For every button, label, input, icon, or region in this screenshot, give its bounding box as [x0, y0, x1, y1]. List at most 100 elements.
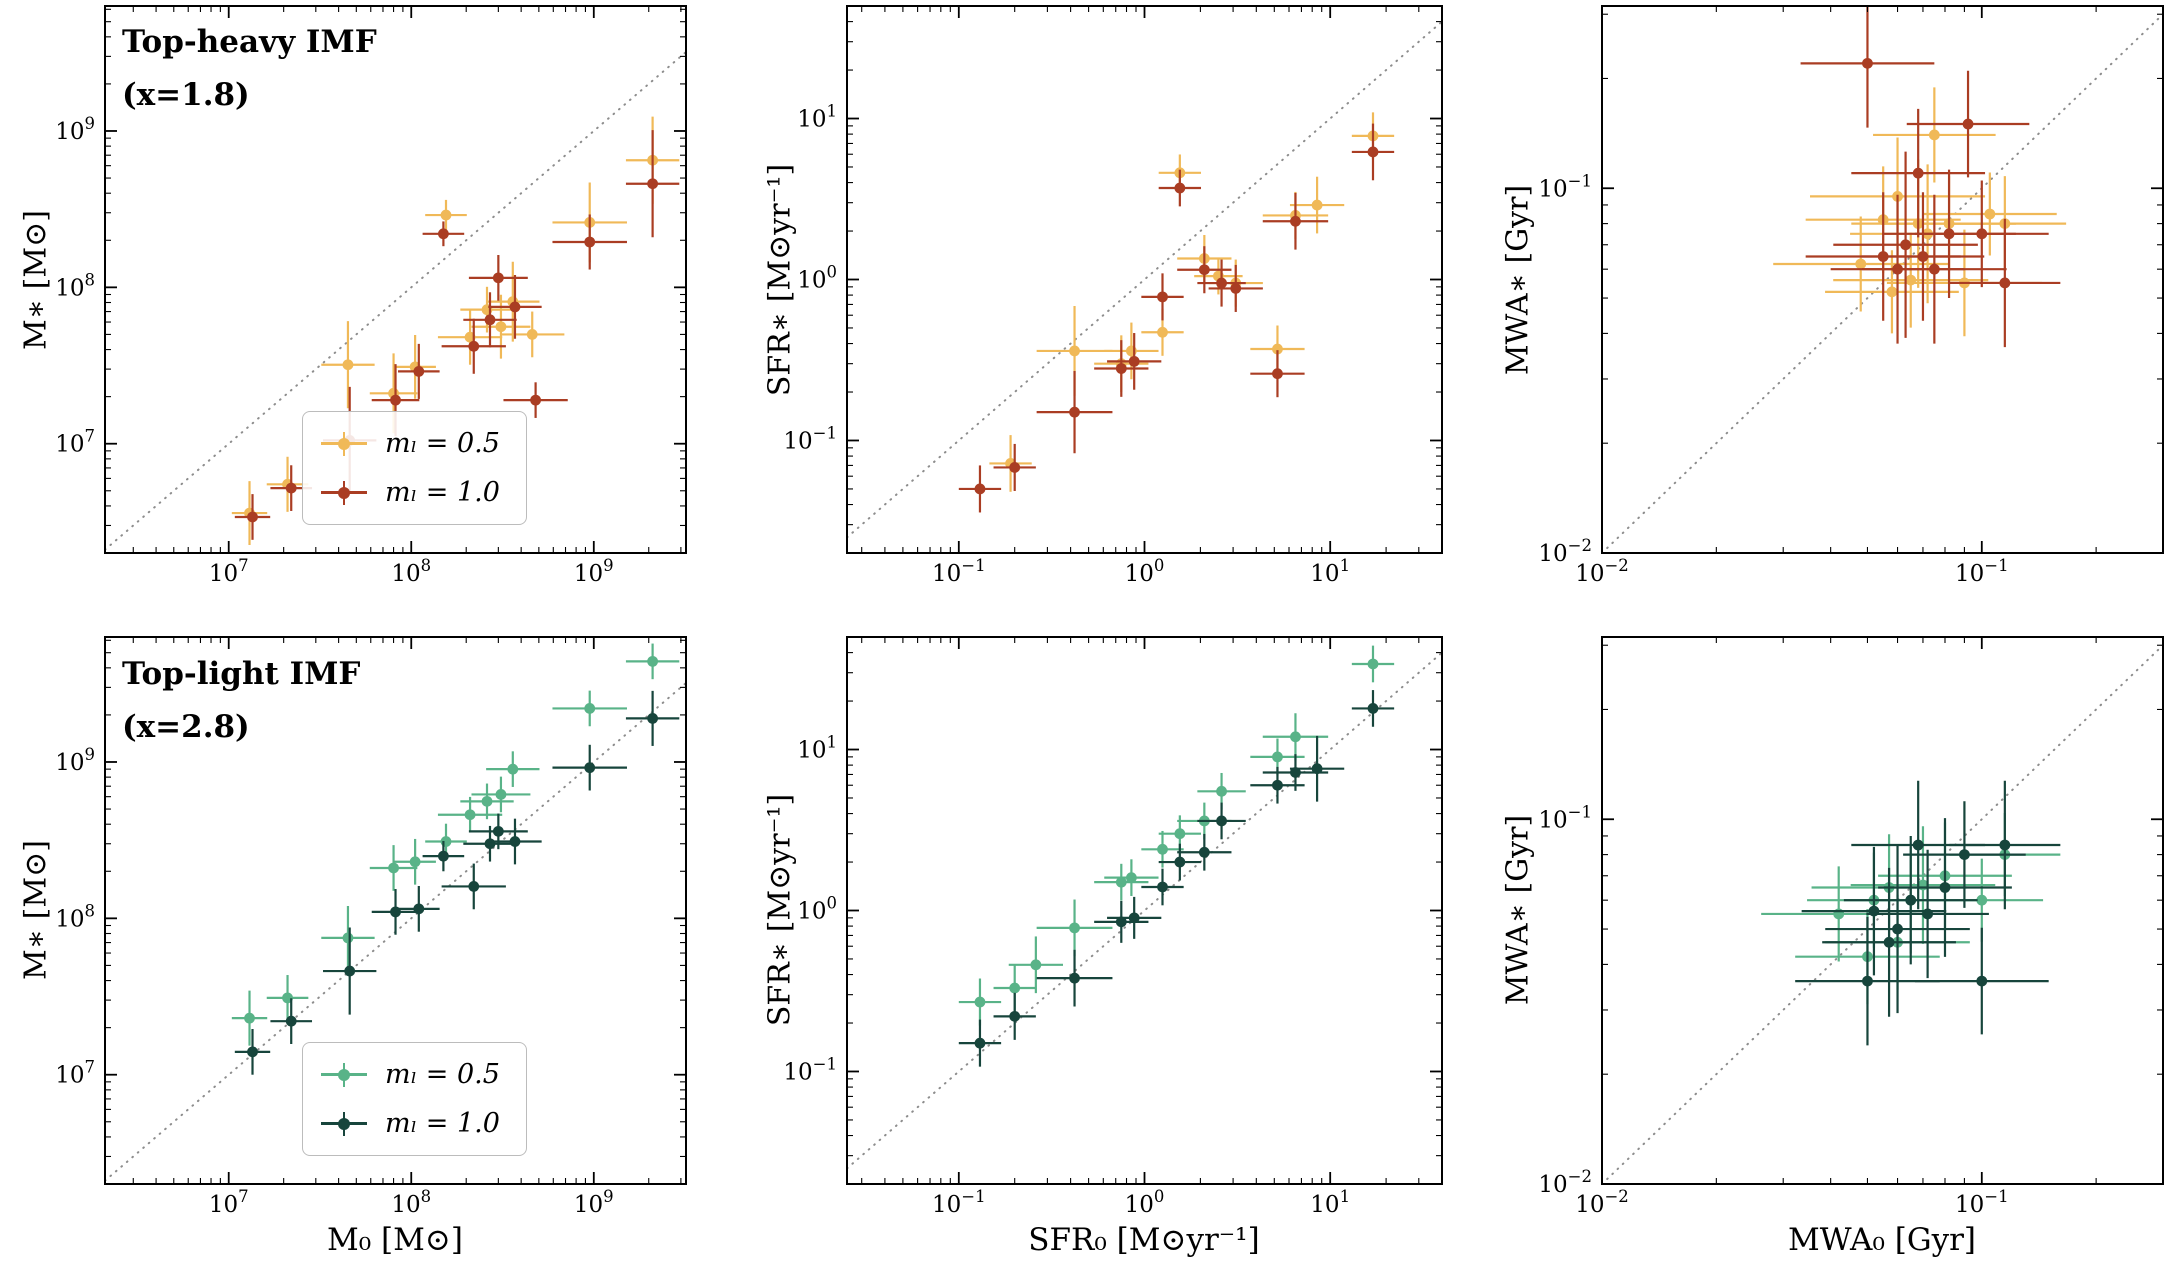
tick-label: 109	[55, 745, 95, 776]
tick-label: 10−1	[1538, 171, 1592, 202]
data-point	[1905, 894, 1917, 906]
errorbar-marker-icon	[321, 430, 367, 458]
data-point	[1272, 368, 1283, 380]
data-point	[1009, 462, 1021, 473]
panel-border	[846, 636, 1443, 1185]
panel-border	[104, 636, 687, 1185]
data-point	[1272, 343, 1283, 355]
data-point	[1115, 363, 1127, 374]
data-point	[647, 655, 659, 667]
panel-data-p2	[847, 20, 1442, 539]
data-point	[1862, 57, 1873, 69]
data-point	[1912, 167, 1924, 179]
data-point	[1216, 277, 1227, 289]
data-point	[342, 932, 354, 944]
tick-label: 108	[391, 1187, 431, 1218]
panel-p4: 107 108 109 107 108 109	[55, 636, 687, 1218]
data-point	[1922, 908, 1934, 920]
panel-p5: 10−1 100 101 10−1 100 101	[783, 636, 1443, 1218]
panel-p2: 10−1 100 101 10−1 100 101	[783, 5, 1443, 587]
data-point	[974, 1037, 986, 1049]
tick-label: 10−2	[1538, 536, 1592, 567]
ylabel-mwa-row1: MWA∗ [Gyr]	[1500, 184, 1536, 376]
legend-entry-ml05: mₗ = 0.5	[321, 1059, 500, 1090]
data-point	[1115, 916, 1127, 928]
tick-label: 109	[574, 1187, 614, 1218]
data-point	[509, 301, 521, 313]
data-point	[492, 272, 504, 284]
ylabel-sfr-row1: SFR∗ [M⊙yr⁻¹]	[762, 163, 798, 397]
data-point	[409, 856, 421, 868]
data-point	[344, 965, 356, 977]
one-to-one-line	[105, 50, 686, 551]
tick-label: 108	[391, 556, 431, 587]
data-point	[484, 314, 496, 326]
tick-label: 10−1	[783, 1054, 837, 1085]
ylabel-mass-row1: M∗ [M⊙]	[18, 210, 54, 350]
data-point	[1216, 785, 1227, 797]
data-point	[468, 881, 480, 892]
data-point	[584, 762, 596, 774]
legend-top-light: mₗ = 0.5 mₗ = 1.0	[302, 1042, 527, 1156]
data-point	[1999, 277, 2011, 289]
data-point	[440, 209, 452, 221]
data-point	[1030, 959, 1042, 971]
data-point	[1976, 894, 1988, 906]
data-point	[1174, 182, 1186, 194]
data-point	[507, 763, 519, 775]
series-ml05	[989, 112, 1395, 492]
panel-border	[1601, 636, 2164, 1185]
data-point	[1157, 881, 1168, 893]
data-point	[1069, 922, 1080, 934]
one-to-one-line	[847, 20, 1442, 539]
legend-entry-ml10: mₗ = 1.0	[321, 477, 500, 508]
tick-label: 107	[209, 556, 249, 587]
data-point	[468, 340, 480, 352]
data-point	[1855, 258, 1867, 270]
data-point	[647, 712, 659, 724]
data-point	[437, 850, 449, 862]
data-point	[1125, 872, 1137, 884]
data-point	[1272, 751, 1283, 763]
legend-entry-ml05: mₗ = 0.5	[321, 428, 500, 459]
data-point	[647, 178, 659, 190]
data-point	[1939, 882, 1951, 893]
data-point	[1128, 355, 1140, 367]
tick-label: 10−1	[1538, 802, 1592, 833]
panel-data-p5	[847, 645, 1442, 1170]
data-point	[1984, 208, 1996, 220]
data-point	[1311, 199, 1323, 211]
tick-label: 107	[55, 427, 95, 458]
data-point	[413, 366, 425, 377]
data-point	[1128, 912, 1140, 924]
tick-label: 101	[797, 102, 837, 133]
data-point	[481, 795, 493, 807]
data-point	[1069, 345, 1080, 357]
legend-label: mₗ = 0.5	[385, 428, 500, 459]
ylabel-mass-row2: M∗ [M⊙]	[18, 840, 54, 980]
data-point	[413, 903, 425, 915]
row1-title-line2: (x=1.8)	[122, 76, 250, 113]
data-point	[1216, 815, 1227, 827]
data-point	[1886, 286, 1898, 298]
data-point	[974, 996, 986, 1008]
data-point	[440, 836, 452, 847]
data-point	[464, 809, 476, 821]
series-ml10	[1795, 780, 2061, 1046]
data-point	[1912, 839, 1924, 851]
tick-label: 109	[55, 114, 95, 145]
tick-label: 100	[1125, 556, 1165, 587]
data-point	[1069, 972, 1080, 984]
panel-border	[1601, 5, 2164, 554]
data-point	[1928, 129, 1940, 141]
legend-dot	[338, 1068, 350, 1081]
data-point	[1157, 843, 1168, 855]
data-point	[285, 1015, 297, 1027]
legend-label: mₗ = 1.0	[385, 477, 500, 508]
tick-label: 10−2	[1575, 556, 1629, 587]
legend-dot	[338, 486, 350, 499]
data-point	[1174, 856, 1186, 868]
tick-label: 107	[209, 1187, 249, 1218]
